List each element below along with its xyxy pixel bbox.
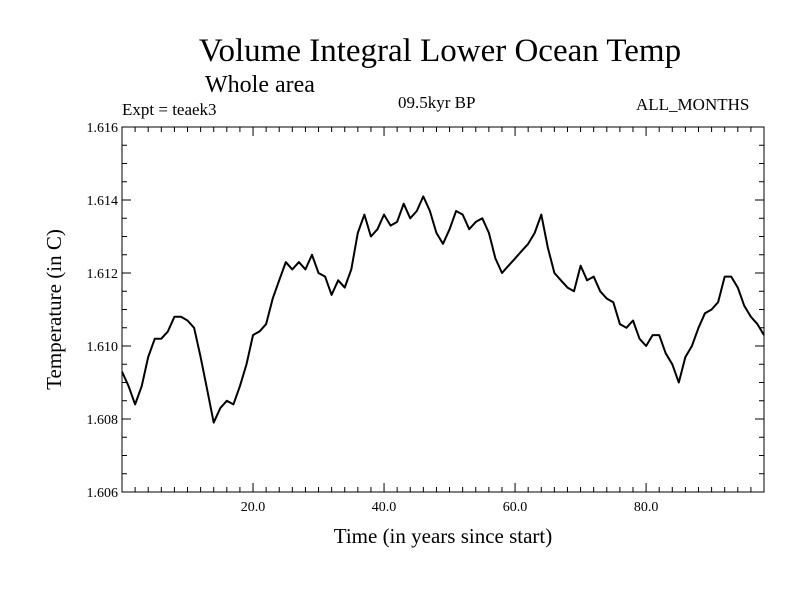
y-tick-label: 1.610 bbox=[87, 340, 119, 355]
temperature-series-line bbox=[121, 195, 765, 424]
experiment-label: Expt = teaek3 bbox=[122, 100, 217, 119]
x-tick-label: 80.0 bbox=[634, 500, 659, 515]
x-axis-title: Time (in years since start) bbox=[334, 524, 553, 548]
x-tick-label: 20.0 bbox=[241, 500, 266, 515]
ticks bbox=[122, 127, 764, 492]
y-tick-label: 1.616 bbox=[87, 121, 119, 136]
y-tick-label: 1.614 bbox=[87, 194, 119, 209]
y-tick-label: 1.612 bbox=[87, 267, 119, 282]
period-label: 09.5kyr BP bbox=[398, 93, 476, 112]
months-label: ALL_MONTHS bbox=[636, 95, 750, 114]
plot-frame bbox=[121, 126, 765, 493]
x-tick-label: 60.0 bbox=[503, 500, 528, 515]
chart-subtitle: Whole area bbox=[205, 72, 315, 98]
y-tick-label: 1.606 bbox=[87, 486, 119, 501]
tick-labels: 20.0 40.0 60.0 80.0 1.606 1.608 1.610 1.612 1.61… bbox=[87, 121, 659, 515]
x-tick-label: 40.0 bbox=[372, 500, 397, 515]
y-axis-title: Temperature (in C) bbox=[42, 229, 66, 390]
chart-title: Volume Integral Lower Ocean Temp bbox=[198, 33, 682, 69]
y-tick-label: 1.608 bbox=[87, 413, 119, 428]
